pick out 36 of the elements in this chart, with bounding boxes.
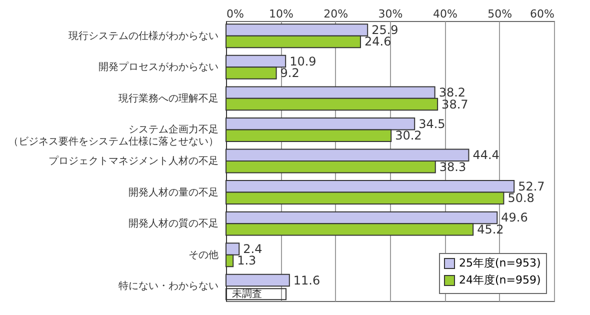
data-label: 9.2 bbox=[280, 66, 300, 80]
data-label: 38.7 bbox=[442, 97, 468, 112]
data-label: 50.8 bbox=[508, 191, 534, 206]
x-tick-label: 30% bbox=[378, 8, 403, 20]
data-label: 1.3 bbox=[237, 254, 256, 268]
data-label: 44.4 bbox=[472, 148, 500, 162]
y-tick-label: その他 bbox=[188, 248, 218, 261]
y-tick-label: 現行システムの仕様がわからない bbox=[68, 30, 218, 42]
y-tick-label: システム企画力不足（ビジネス要件をシステム仕様に落とせない） bbox=[8, 124, 218, 148]
x-tick-label: 60% bbox=[530, 8, 554, 20]
data-label: 49.6 bbox=[501, 210, 528, 225]
data-label: 11.6 bbox=[293, 273, 320, 288]
y-tick-label: 現行業務への理解不足 bbox=[118, 92, 218, 104]
annotation: 未調査 bbox=[232, 288, 262, 300]
x-tick-label: 10% bbox=[268, 8, 294, 20]
x-tick-label: 20% bbox=[324, 8, 348, 20]
data-label: 34.5 bbox=[418, 116, 446, 131]
data-label: 30.2 bbox=[395, 128, 422, 143]
data-label: 38.2 bbox=[438, 86, 466, 100]
y-tick-label: 特にない・わからない bbox=[118, 280, 218, 292]
data-label: 52.7 bbox=[518, 179, 545, 194]
data-label: 38.3 bbox=[439, 160, 466, 174]
x-tick-label: 40% bbox=[432, 8, 458, 20]
data-label: 45.2 bbox=[477, 222, 504, 236]
y-tick-label: プロジェクトマネジメント人材の不足 bbox=[48, 155, 218, 167]
y-tick-label: 開発プロセスがわからない bbox=[98, 61, 218, 74]
data-label: 25.9 bbox=[372, 22, 398, 37]
x-tick-label: 0% bbox=[226, 8, 244, 20]
data-label: 2.4 bbox=[243, 242, 262, 256]
x-tick-label: 50% bbox=[488, 8, 512, 20]
y-tick-label: 開発人材の質の不足 bbox=[128, 218, 218, 230]
legend-label: 24年度(n=959) bbox=[459, 274, 541, 286]
data-label: 10.9 bbox=[290, 54, 316, 68]
legend-label: 25年度(n=953) bbox=[459, 256, 541, 270]
data-label: 24.6 bbox=[364, 34, 392, 49]
y-tick-label: 開発人材の量の不足 bbox=[128, 186, 218, 198]
